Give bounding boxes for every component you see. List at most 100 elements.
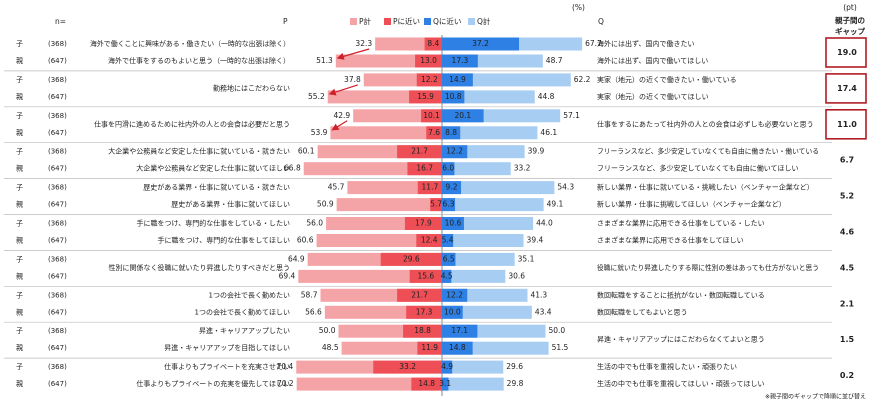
p-total-label: 42.9 xyxy=(333,111,350,120)
p-statement: 海外で働くことに興味がある・働きたい（一時的な出張は除く） xyxy=(90,39,290,48)
p-statement: 手に職をつけ、専門的な仕事をしてほしい xyxy=(158,236,290,245)
role: 親 xyxy=(16,164,23,173)
p-total-label: 32.3 xyxy=(355,39,372,48)
role: 親 xyxy=(16,200,23,209)
q-total-label: 50.0 xyxy=(549,326,566,335)
gap-value: 19.0 xyxy=(837,48,857,57)
q-near-label: 4.9 xyxy=(441,362,453,371)
legend-label: P計 xyxy=(359,16,372,26)
q-near-label: 14.9 xyxy=(449,75,466,84)
gap-box xyxy=(825,37,867,68)
q-near-bar xyxy=(442,181,462,195)
p-near-label: 21.7 xyxy=(411,147,428,156)
p-total-bar xyxy=(353,109,442,123)
gap-value: 6.7 xyxy=(840,156,854,165)
q-header: Q xyxy=(598,17,604,26)
q-statement: 生活の中でも仕事を重視したい・頑張りたい xyxy=(597,362,737,371)
n-value: (647) xyxy=(48,201,67,209)
q-near-label: 6.0 xyxy=(442,164,454,173)
p-near-bar xyxy=(404,217,442,230)
gap-value: 11.0 xyxy=(837,120,857,129)
q-statement: 新しい業界・仕事に挑戦してほしい（ベンチャー企業など） xyxy=(597,200,786,209)
q-statement: 数回転職をしてもよいと思う xyxy=(597,307,687,316)
q-near-label: 3.1 xyxy=(439,379,451,388)
legend-label: Pに近い xyxy=(393,16,420,26)
q-near-bar xyxy=(442,73,473,87)
q-statement: さまざまな業界に応用できる仕事をしてほしい xyxy=(597,236,744,245)
p-total-label: 60.1 xyxy=(298,147,315,156)
q-total-label: 33.2 xyxy=(514,164,531,173)
q-near-label: 8.8 xyxy=(445,128,457,137)
p-statement: 手に職をつけ、専門的な仕事をしている・したい xyxy=(137,219,290,228)
p-near-bar xyxy=(409,269,442,283)
gap-value: 4.5 xyxy=(840,263,855,272)
q-near-bar xyxy=(442,234,454,247)
p-statement: 大企業や公務員など安定した仕事に就いてほしい xyxy=(136,164,290,173)
n-value: (368) xyxy=(48,363,67,371)
p-total-label: 50.9 xyxy=(317,200,334,209)
q-near-bar xyxy=(442,252,456,266)
n-value: (368) xyxy=(48,40,67,48)
p-near-label: 14.8 xyxy=(418,379,435,388)
p-total-label: 48.5 xyxy=(322,343,339,352)
p-total-label: 51.3 xyxy=(316,56,333,65)
p-statement: 仕事よりもプライベートの充実を優先してほしい xyxy=(136,379,290,388)
role: 親 xyxy=(16,56,23,65)
p-total-bar xyxy=(336,198,442,212)
q-statement: フリーランスなど、多少安定していなくても自由に働きたい・働いている xyxy=(597,147,819,156)
gap-value: 2.1 xyxy=(840,299,855,308)
q-total-label: 51.5 xyxy=(552,343,569,352)
n-value: (647) xyxy=(48,129,67,137)
gap-box xyxy=(825,73,867,104)
p-total-bar xyxy=(330,126,442,140)
n-value: (368) xyxy=(48,255,67,263)
q-near-bar xyxy=(442,54,478,68)
q-near-label: 6.3 xyxy=(443,200,455,209)
q-statement: 仕事をするにあたって社内外の人との会食は必ずしも必要ないと思う xyxy=(597,119,814,128)
q-total-bar xyxy=(442,377,504,391)
role: 親 xyxy=(16,307,23,316)
p-near-bar xyxy=(415,54,442,68)
gap-arrow xyxy=(328,84,358,96)
p-near-bar xyxy=(380,252,442,266)
p-near-label: 12.2 xyxy=(421,75,438,84)
p-near-bar xyxy=(403,324,442,338)
p-near-label: 15.6 xyxy=(418,271,435,280)
p-statement: 大企業や公務員など安定した仕事に就いている・就きたい xyxy=(108,147,290,156)
q-near-label: 4.5 xyxy=(441,271,453,280)
q-near-bar xyxy=(442,126,461,140)
legend-label: Qに近い xyxy=(433,16,461,26)
q-statement: 海外には出ず、国内で働いてほしい xyxy=(597,56,708,65)
p-near-bar xyxy=(417,341,442,355)
p-near-label: 10.1 xyxy=(423,111,440,120)
q-total-label: 48.7 xyxy=(546,56,563,65)
p-near-bar xyxy=(416,73,442,87)
p-total-label: 60.6 xyxy=(297,236,314,245)
p-near-bar xyxy=(397,288,442,302)
n-header: n= xyxy=(55,17,66,26)
gap-unit: (pt) xyxy=(843,3,857,12)
q-total-bar xyxy=(442,234,524,247)
n-value: (368) xyxy=(48,148,67,156)
p-statement: 海外で仕事をするのもよいと思う（一時的な出張は除く） xyxy=(108,56,290,65)
q-near-label: 17.3 xyxy=(452,56,469,65)
q-near-label: 5.4 xyxy=(442,236,454,245)
q-near-bar xyxy=(442,109,484,123)
q-total-bar xyxy=(442,360,504,374)
q-near-label: 6.5 xyxy=(443,254,455,263)
role: 親 xyxy=(16,271,23,280)
q-statement: フリーランスなど、多少安定していなくても自由に働いてほしい xyxy=(597,164,799,173)
p-total-label: 70.4 xyxy=(277,362,294,371)
q-statement: さまざまな業界に応用できる仕事をしている・したい xyxy=(597,219,765,228)
p-near-label: 15.9 xyxy=(417,92,434,101)
p-statement: 勤務地にはこだわらない xyxy=(213,83,290,92)
q-near-bar xyxy=(442,198,456,212)
p-statement: 仕事を円滑に進めるために社内外の人との会食は必要だと思う xyxy=(94,119,290,128)
q-near-label: 10.0 xyxy=(444,307,461,316)
p-near-label: 8.4 xyxy=(427,39,439,48)
q-total-bar xyxy=(442,90,535,104)
n-value: (647) xyxy=(48,57,67,65)
q-total-bar xyxy=(442,269,506,283)
q-total-label: 43.4 xyxy=(535,307,552,316)
gap-value: 1.5 xyxy=(840,335,855,344)
